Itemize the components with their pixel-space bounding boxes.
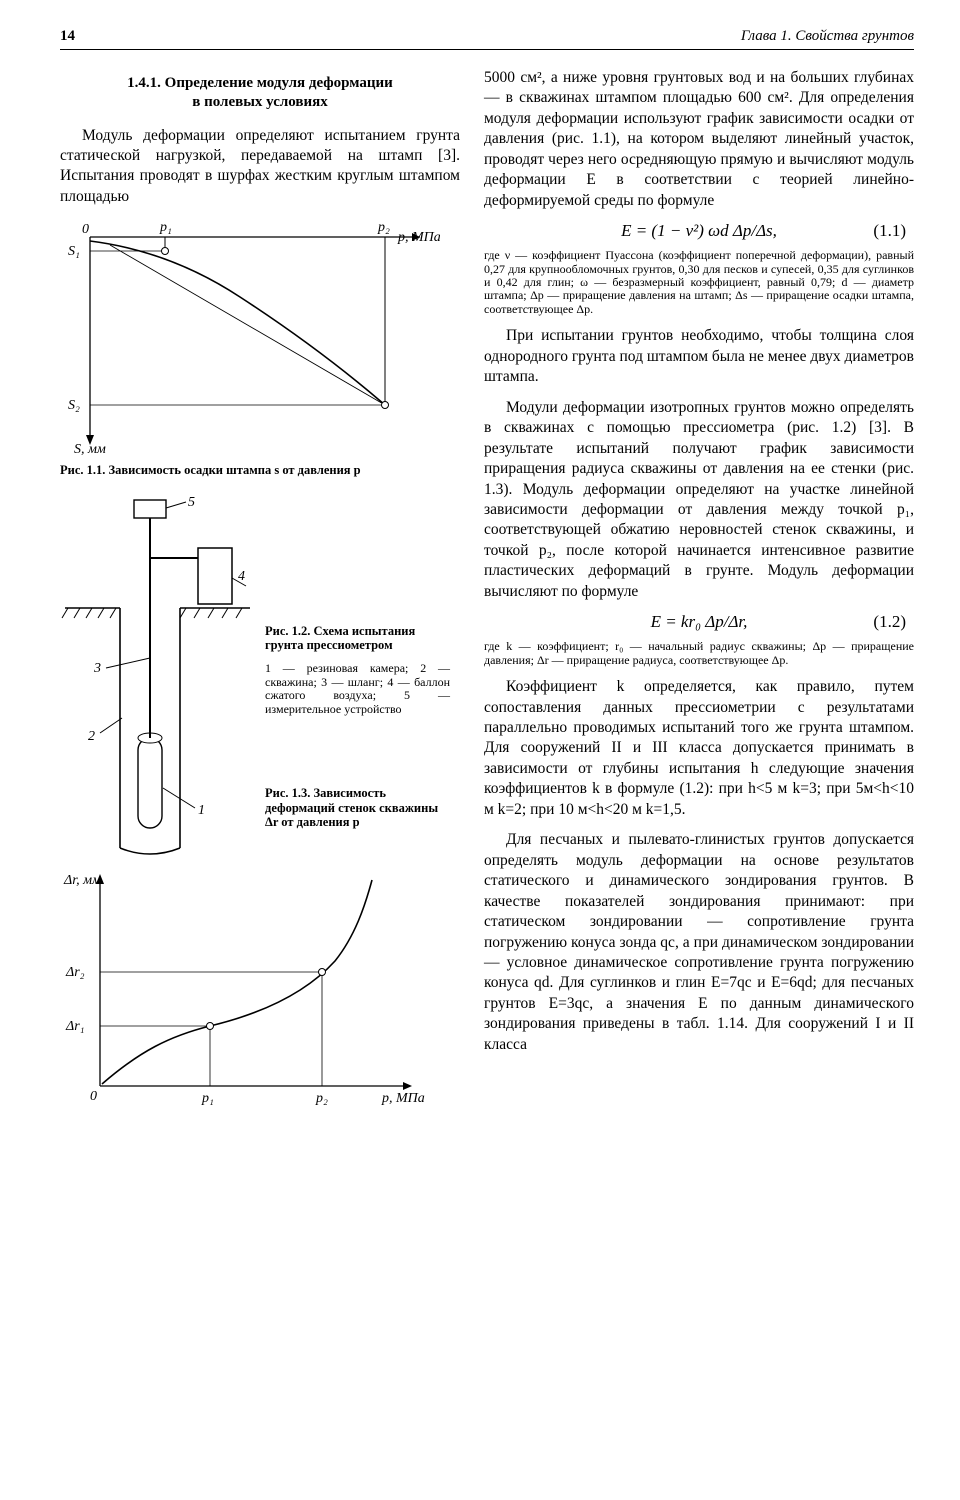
svg-text:p₂: p₂ [315,1091,328,1106]
svg-text:p₁: p₁ [159,220,172,235]
svg-text:Δr₁: Δr₁ [65,1019,85,1034]
figure-1-1: 0 p₁ p₂ p, МПа S₁ S₂ S, мм [60,217,460,457]
svg-text:0: 0 [90,1089,97,1104]
svg-text:p, МПа: p, МПа [397,230,440,245]
figure-1-3: 0 p₁ p₂ p, МПа Δr₁ Δr₂ Δr, мм [60,866,460,1116]
fig1-caption: Рис. 1.1. Зависимость осадки штампа s от… [60,463,460,477]
fig3-caption: Рис. 1.3. Зависимость деформаций стенок … [265,786,450,829]
chapter-title: Глава 1. Свойства грунтов [741,28,914,45]
svg-text:1: 1 [198,803,205,818]
svg-text:Δr₂: Δr₂ [65,965,85,980]
svg-text:Δr, мм: Δr, мм [63,873,101,888]
left-para-1: Модуль деформации определяют испытанием … [60,126,460,208]
svg-text:3: 3 [93,661,101,676]
svg-text:2: 2 [88,729,95,744]
svg-text:p, МПа: p, МПа [381,1091,425,1106]
svg-text:S₂: S₂ [68,398,80,413]
formula2-where: где k — коэффициент; r₀ — начальный ради… [484,640,914,667]
svg-text:4: 4 [238,569,245,584]
right-para-4: Коэффициент k определяется, как правило,… [484,677,914,820]
right-para-1: 5000 см², а ниже уровня грунтовых вод и … [484,68,914,211]
right-para-3: Модули деформации изотропных грунтов мож… [484,398,914,603]
section-title: 1.4.1. Определение модуля деформации в п… [60,74,460,112]
right-para-2: При испытании грунтов необходимо, чтобы … [484,326,914,387]
formula-1-1: E = (1 − ν²) ωd Δp/Δs, (1.1) [484,221,914,241]
formula-1-2: E = kr₀ Δp/Δr, (1.2) [484,612,914,632]
formula1-where: где ν — коэффициент Пуассона (коэффициен… [484,249,914,316]
right-para-5: Для песчаных и пылевато-глинистых грунто… [484,830,914,1055]
svg-text:5: 5 [188,495,195,510]
fig2-caption: Рис. 1.2. Схема испытания грунта прессио… [265,624,450,653]
svg-text:S, мм: S, мм [74,442,106,457]
fig2-legend: 1 — резиновая камера; 2 — скважина; 3 — … [265,662,450,716]
page-header: 14 Глава 1. Свойства грунтов [60,28,914,50]
svg-text:S₁: S₁ [68,244,80,259]
svg-text:p₂: p₂ [377,220,390,235]
page-number: 14 [60,28,75,45]
figure-1-2: 1 2 3 4 5 Рис. 1.2. Схема испытания грун… [60,488,460,858]
svg-text:p₁: p₁ [201,1091,214,1106]
fig1-origin: 0 [82,222,89,237]
